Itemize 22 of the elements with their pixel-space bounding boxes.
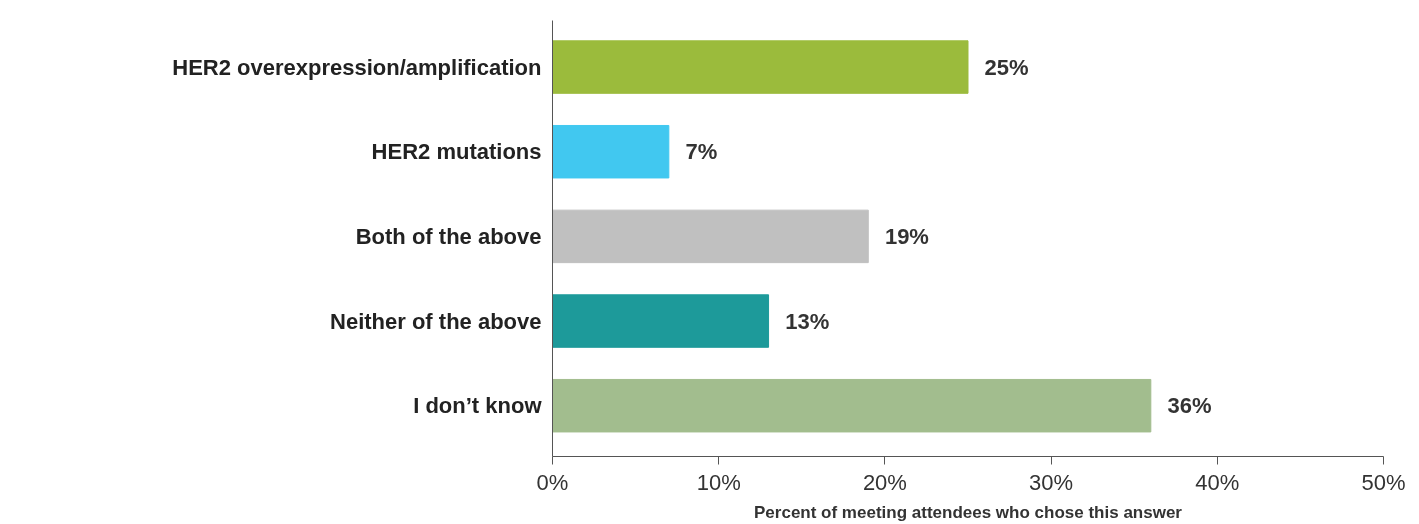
data-label: 25% — [984, 54, 1029, 80]
data-label: 13% — [785, 308, 830, 334]
bar — [552, 209, 869, 264]
x-tick-label: 10% — [696, 469, 741, 495]
x-tick-label: 30% — [1029, 469, 1074, 495]
data-label: 36% — [1167, 393, 1212, 419]
y-tick-label: HER2 overexpression/amplification — [172, 54, 542, 80]
x-tick-label: 50% — [1361, 469, 1406, 495]
y-tick-label: I don’t know — [413, 393, 543, 419]
x-tick-label: 0% — [536, 469, 569, 495]
bar — [552, 294, 770, 348]
x-axis-title: Percent of meeting attendees who chose this answer — [754, 502, 1183, 522]
y-tick-label: Both of the above — [355, 223, 542, 249]
data-label: 7% — [685, 139, 718, 165]
x-tick-label: 20% — [862, 469, 907, 495]
y-tick-label: HER2 mutations — [371, 139, 542, 165]
bar — [552, 40, 969, 94]
bar — [552, 124, 670, 179]
bar — [552, 378, 1152, 433]
data-label: 19% — [884, 223, 929, 249]
y-tick-label: Neither of the above — [330, 308, 542, 334]
x-tick-label: 40% — [1195, 469, 1240, 495]
